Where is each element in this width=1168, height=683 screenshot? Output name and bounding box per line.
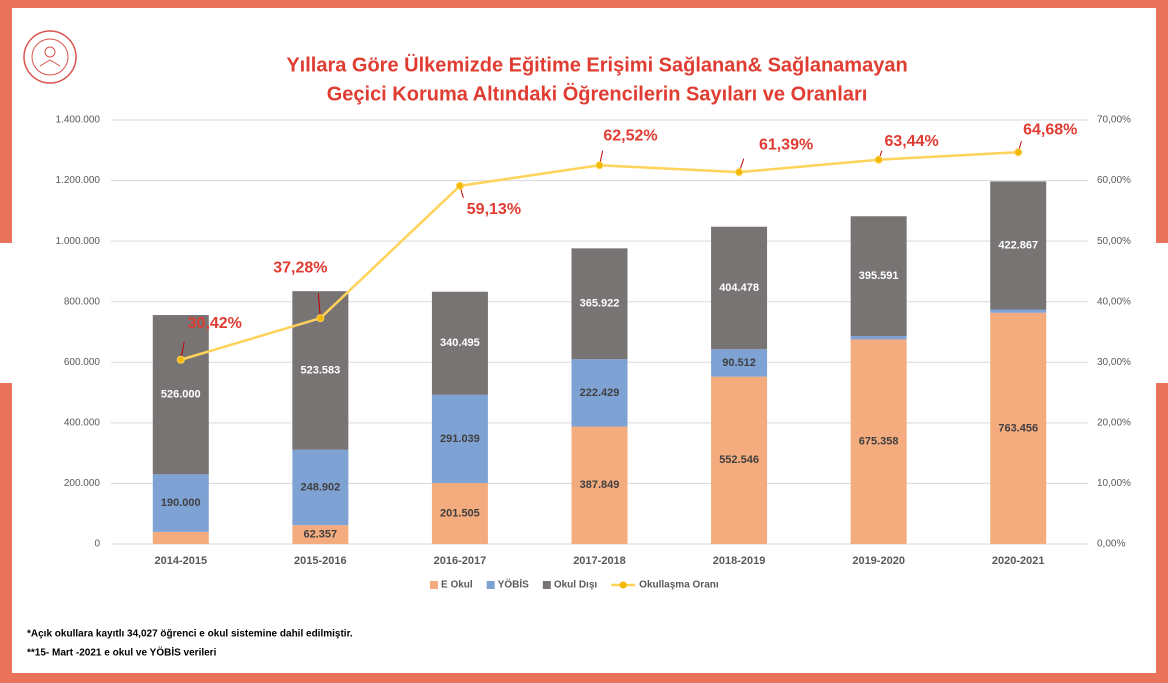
bar-segment xyxy=(431,482,488,544)
footnote: **15- Mart -2021 e okul ve YÖBİS veriler… xyxy=(27,646,217,659)
bar-segment xyxy=(431,394,488,483)
bar-segment xyxy=(292,525,349,544)
bar-segment xyxy=(850,216,907,337)
data-label: 365.922 xyxy=(580,298,620,310)
bar-segment xyxy=(292,449,349,526)
x-tick-label: 2019-2020 xyxy=(852,555,905,567)
y2-tick-label: 40,00% xyxy=(1097,296,1131,307)
chart-subtitle: Geçici Koruma Altındaki Öğrencilerin Say… xyxy=(327,82,868,105)
data-label: 552.546 xyxy=(719,454,759,466)
data-label: 90.512 xyxy=(722,357,756,369)
line-data-label: 63,44% xyxy=(885,133,939,150)
line-marker xyxy=(455,181,464,190)
legend-swatch xyxy=(430,581,438,589)
data-label: 248.902 xyxy=(300,481,340,493)
legend-label: YÖBİS xyxy=(498,578,529,591)
y-tick-label: 1.200.000 xyxy=(56,175,101,186)
line-data-label: 62,52% xyxy=(603,128,657,145)
bar-segment xyxy=(152,474,209,532)
data-label: 222.429 xyxy=(580,387,620,399)
logo xyxy=(23,30,77,84)
x-tick-label: 2017-2018 xyxy=(573,555,626,567)
bar-segment xyxy=(850,339,907,544)
bar-segment xyxy=(571,359,628,427)
bar-segment xyxy=(711,226,768,350)
line-data-label: 61,39% xyxy=(759,136,813,153)
y2-tick-label: 10,00% xyxy=(1097,478,1131,489)
chart-title: Yıllara Göre Ülkemizde Eğitime Erişimi S… xyxy=(286,53,907,76)
data-label: 526.000 xyxy=(161,389,201,401)
legend-swatch xyxy=(542,581,551,589)
leader-line xyxy=(317,293,321,319)
line-marker xyxy=(595,161,604,170)
legend-label: E Okul xyxy=(441,580,473,591)
y-tick-label: 1.400.000 xyxy=(56,115,101,126)
data-label: 340.495 xyxy=(440,337,480,349)
bar-segment xyxy=(850,336,907,340)
y-tick-label: 400.000 xyxy=(64,417,101,428)
bar-segment xyxy=(990,309,1047,313)
line-marker xyxy=(1014,148,1023,157)
line-marker xyxy=(316,314,325,323)
y2-tick-label: 30,00% xyxy=(1097,357,1131,368)
legend-label: Okullaşma Oranı xyxy=(639,580,719,591)
legend-swatch xyxy=(486,581,495,589)
y-tick-label: 800.000 xyxy=(64,296,101,307)
y2-tick-label: 60,00% xyxy=(1097,175,1131,186)
bar-segment xyxy=(990,312,1047,544)
line-marker xyxy=(176,355,185,364)
y-tick-label: 200.000 xyxy=(64,478,101,489)
line-data-label: 37,28% xyxy=(273,259,327,276)
data-label: 422.867 xyxy=(998,239,1038,251)
bar-segment xyxy=(152,531,209,544)
line-data-label: 59,13% xyxy=(467,201,521,218)
x-tick-label: 2018-2019 xyxy=(713,555,766,567)
data-label: 523.583 xyxy=(300,364,340,376)
line-data-label: 30,42% xyxy=(188,315,242,332)
bar-segment xyxy=(431,291,488,395)
y-tick-label: 0 xyxy=(94,539,100,550)
line-marker xyxy=(874,155,883,164)
line-marker xyxy=(735,168,744,177)
data-label: 190.000 xyxy=(161,497,201,509)
data-label: 395.591 xyxy=(859,270,899,282)
y2-tick-label: 20,00% xyxy=(1097,417,1131,428)
data-label: 675.358 xyxy=(859,436,899,448)
data-label: 404.478 xyxy=(719,282,759,294)
x-tick-label: 2016-2017 xyxy=(434,555,487,567)
footnote: *Açık okullara kayıtlı 34,027 öğrenci e … xyxy=(27,629,353,640)
bar-segment xyxy=(711,376,768,544)
bar-segment xyxy=(711,349,768,377)
y2-tick-label: 50,00% xyxy=(1097,236,1131,247)
y-tick-label: 600.000 xyxy=(64,357,101,368)
data-label: 62.357 xyxy=(304,528,338,540)
legend-label: Okul Dışı xyxy=(554,580,598,591)
y2-tick-label: 70,00% xyxy=(1097,115,1131,126)
bar-segment xyxy=(571,248,628,360)
y-tick-label: 1.000.000 xyxy=(56,236,101,247)
line-data-label: 64,68% xyxy=(1023,121,1077,138)
data-label: 291.039 xyxy=(440,433,480,445)
y2-tick-label: 0,00% xyxy=(1097,539,1125,550)
bar-segment xyxy=(152,315,209,475)
data-label: 387.849 xyxy=(580,479,620,491)
data-label: 201.505 xyxy=(440,507,480,519)
bar-segment xyxy=(990,181,1047,310)
legend-swatch xyxy=(619,581,627,589)
x-tick-label: 2015-2016 xyxy=(294,555,347,567)
x-tick-label: 2014-2015 xyxy=(154,555,207,567)
bar-segment xyxy=(571,426,628,544)
data-label: 763.456 xyxy=(998,422,1038,434)
x-tick-label: 2020-2021 xyxy=(992,555,1045,567)
